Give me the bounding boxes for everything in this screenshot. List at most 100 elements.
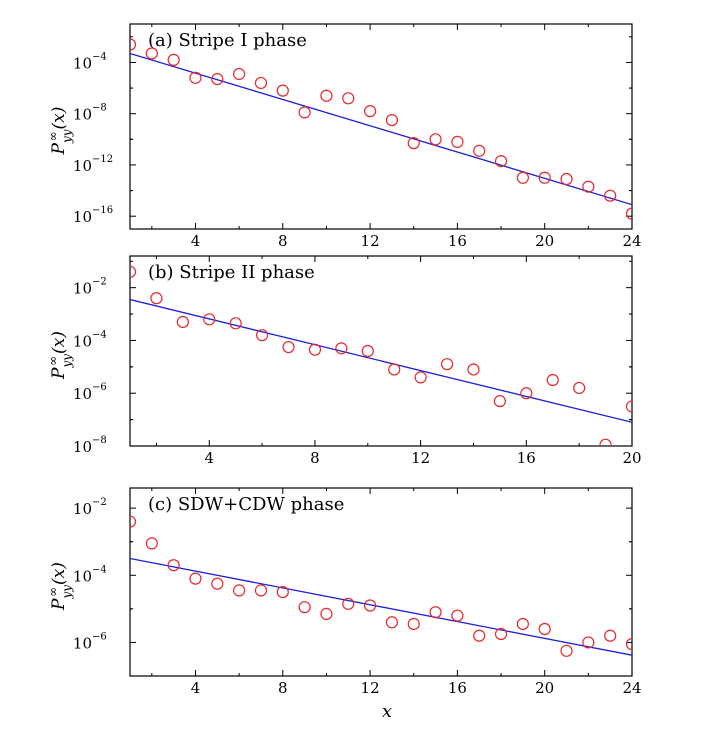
y-tick-exponent: −16: [92, 205, 113, 216]
data-point: [625, 207, 632, 220]
y-tick-exponent: −4: [92, 564, 107, 575]
data-point: [189, 572, 202, 585]
y-axis-label-P: P: [49, 367, 69, 380]
x-tick-label: 20: [535, 679, 554, 697]
y-tick-label: 10: [73, 385, 92, 403]
data-point: [560, 172, 573, 186]
data-point: [203, 313, 216, 326]
y-tick-exponent: −2: [92, 497, 107, 508]
plot-frame: [129, 23, 633, 230]
x-tick-label: 16: [448, 232, 467, 250]
y-tick-label: 10: [73, 157, 92, 175]
x-axis-label: x: [382, 701, 392, 722]
y-axis-label: Pyy∞(x): [46, 107, 74, 156]
fit-line: [130, 298, 632, 423]
data-point: [429, 606, 442, 619]
data-point: [342, 92, 355, 105]
data-point: [494, 627, 508, 641]
data-point: [538, 622, 551, 636]
data-point: [604, 629, 617, 642]
data-point: [145, 537, 158, 550]
y-axis-label-arg: (x): [49, 107, 69, 130]
data-point: [599, 438, 612, 446]
data-point: [211, 72, 224, 86]
data-point: [276, 84, 289, 97]
y-tick-label: 10: [73, 438, 92, 456]
data-point: [388, 363, 401, 376]
data-point: [520, 387, 533, 400]
data-point: [130, 515, 137, 528]
y-tick-label: 10: [73, 208, 92, 226]
y-axis-label: Pyy∞(x): [46, 562, 74, 611]
panel-title: (c) SDW+CDW phase: [148, 494, 344, 515]
y-tick-exponent: −8: [92, 103, 107, 114]
y-tick-label: 10: [73, 634, 92, 652]
data-point: [582, 636, 595, 649]
data-point: [538, 171, 551, 184]
y-tick-label: 10: [73, 567, 92, 585]
data-point: [493, 395, 506, 408]
data-point: [282, 340, 295, 354]
data-point: [320, 607, 333, 620]
data-point: [625, 638, 632, 651]
fit-line: [130, 52, 632, 206]
data-point: [150, 292, 163, 305]
y-tick-exponent: −2: [92, 277, 107, 288]
plot-frame: [129, 487, 633, 677]
x-tick-label: 16: [448, 679, 467, 697]
data-point: [604, 189, 617, 202]
data-point: [516, 171, 529, 184]
x-tick-label: 24: [622, 232, 641, 250]
data-point: [385, 113, 399, 127]
data-point: [361, 344, 374, 358]
x-tick-label: 8: [278, 679, 288, 697]
data-point: [229, 317, 242, 330]
data-point: [254, 76, 268, 90]
data-point: [130, 38, 137, 51]
data-point: [233, 67, 246, 81]
data-point: [320, 89, 333, 102]
y-axis-label-sub: yy: [60, 585, 74, 600]
y-tick-exponent: −8: [92, 435, 107, 446]
data-point: [407, 617, 420, 631]
data-point: [407, 137, 420, 150]
y-axis-label-sub: yy: [60, 354, 74, 369]
data-point: [167, 559, 180, 572]
x-tick-label: 12: [411, 449, 430, 467]
data-point: [335, 342, 348, 355]
data-point: [473, 144, 486, 157]
x-tick-label: 12: [361, 679, 380, 697]
data-point: [625, 400, 632, 413]
data-point: [167, 53, 180, 66]
data-point: [414, 371, 427, 384]
data-point: [385, 616, 399, 629]
y-tick-exponent: −4: [92, 51, 107, 62]
y-axis-label-P: P: [49, 143, 69, 156]
fit-line: [130, 557, 632, 656]
x-tick-label: 4: [204, 449, 214, 467]
data-point: [256, 329, 269, 342]
svg-text:Pyy∞(x): Pyy∞ (x): [46, 331, 74, 380]
panel-title: (b) Stripe II phase: [148, 262, 315, 283]
data-point: [573, 381, 586, 395]
data-point: [130, 265, 137, 278]
y-axis-label-sup: ∞: [46, 356, 60, 366]
data-point: [176, 315, 189, 329]
data-point: [429, 133, 442, 146]
data-point: [451, 609, 464, 622]
svg-text:Pyy∞(x): Pyy∞(x): [46, 107, 74, 156]
y-tick-label: 10: [73, 54, 92, 72]
data-point: [233, 584, 246, 597]
x-tick-label: 20: [622, 449, 641, 467]
data-point: [298, 601, 311, 614]
x-tick-label: 4: [191, 232, 201, 250]
data-point: [473, 629, 486, 642]
data-point: [582, 180, 595, 193]
data-point: [308, 343, 322, 356]
y-axis-label-sup: ∞: [46, 587, 60, 597]
data-point: [467, 363, 480, 376]
data-point: [363, 105, 377, 118]
y-axis-label-arg: (x): [49, 331, 69, 354]
